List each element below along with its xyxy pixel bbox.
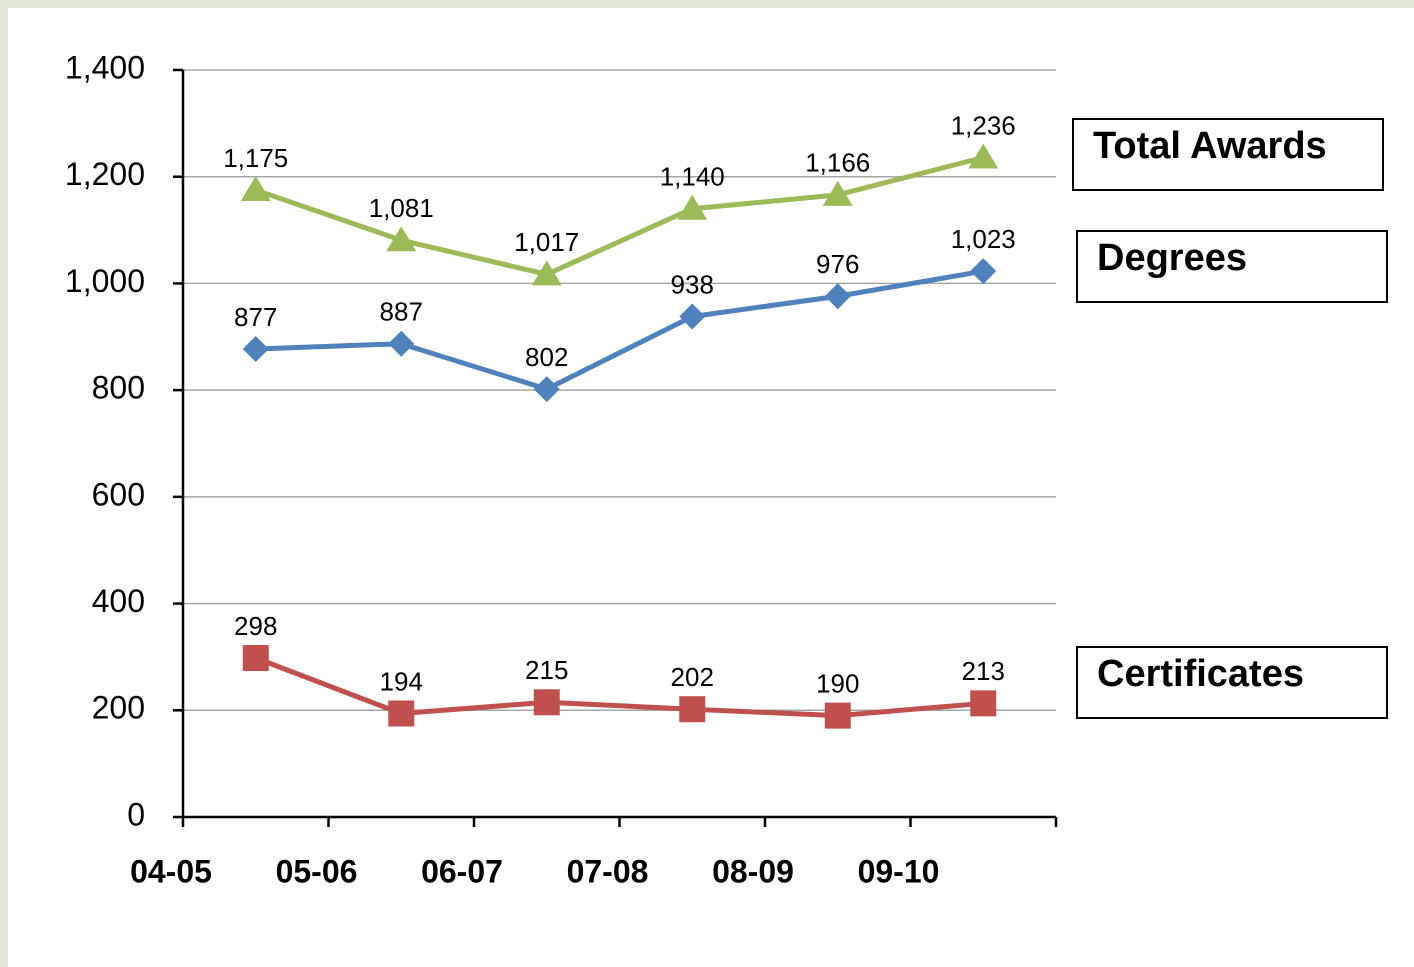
legend-box — [1072, 118, 1384, 191]
data-label: 1,023 — [951, 224, 1016, 254]
data-label: 1,175 — [223, 143, 288, 173]
x-tick-label: 09-10 — [858, 853, 940, 889]
data-label: 1,081 — [369, 193, 434, 223]
y-tick-label: 1,400 — [65, 49, 145, 85]
legend-label: Certificates — [1097, 653, 1304, 695]
legend-box — [1076, 230, 1388, 303]
point — [970, 258, 997, 285]
data-label: 194 — [380, 666, 423, 696]
point — [968, 143, 999, 169]
data-label: 976 — [816, 249, 859, 279]
point — [531, 260, 562, 286]
data-label: 938 — [671, 269, 714, 299]
point — [679, 303, 706, 330]
y-tick-label: 1,200 — [65, 156, 145, 192]
data-label: 202 — [671, 662, 714, 692]
data-label: 802 — [525, 342, 568, 372]
data-label: 1,017 — [514, 227, 579, 257]
point — [824, 283, 851, 310]
data-label: 877 — [234, 302, 277, 332]
point — [824, 702, 851, 729]
point — [388, 330, 415, 357]
y-tick-label: 400 — [92, 583, 145, 619]
x-tick-label: 08-09 — [712, 853, 794, 889]
data-label: 1,140 — [660, 162, 725, 192]
data-label: 213 — [962, 656, 1005, 686]
x-tick-label: 04-05 — [130, 853, 212, 889]
series-line — [254, 155, 984, 277]
legend-label: Degrees — [1097, 237, 1247, 279]
data-label: 298 — [234, 611, 277, 641]
y-tick-label: 1,000 — [65, 263, 145, 299]
x-tick-label: 05-06 — [276, 853, 358, 889]
point — [533, 689, 560, 716]
y-tick-label: 600 — [92, 476, 145, 512]
data-label: 1,236 — [951, 110, 1016, 140]
data-label: 887 — [380, 297, 423, 327]
point — [386, 226, 417, 252]
legend-label: Total Awards — [1093, 125, 1327, 167]
point — [242, 644, 269, 671]
data-label: 215 — [525, 655, 568, 685]
point — [677, 194, 708, 220]
point — [388, 700, 415, 727]
point — [242, 336, 269, 363]
y-tick-label: 800 — [92, 370, 145, 406]
series-line — [255, 268, 984, 392]
point — [822, 180, 853, 206]
series-line — [254, 655, 984, 719]
point — [679, 696, 706, 723]
y-tick-label: 0 — [127, 796, 145, 832]
legend-box — [1076, 646, 1388, 719]
data-label: 1,166 — [805, 148, 870, 178]
point — [240, 176, 271, 202]
x-tick-label: 07-08 — [567, 853, 649, 889]
x-tick-label: 06-07 — [421, 853, 503, 889]
y-tick-label: 200 — [92, 690, 145, 726]
point — [533, 376, 560, 403]
point — [970, 690, 997, 717]
data-label: 190 — [816, 668, 859, 698]
